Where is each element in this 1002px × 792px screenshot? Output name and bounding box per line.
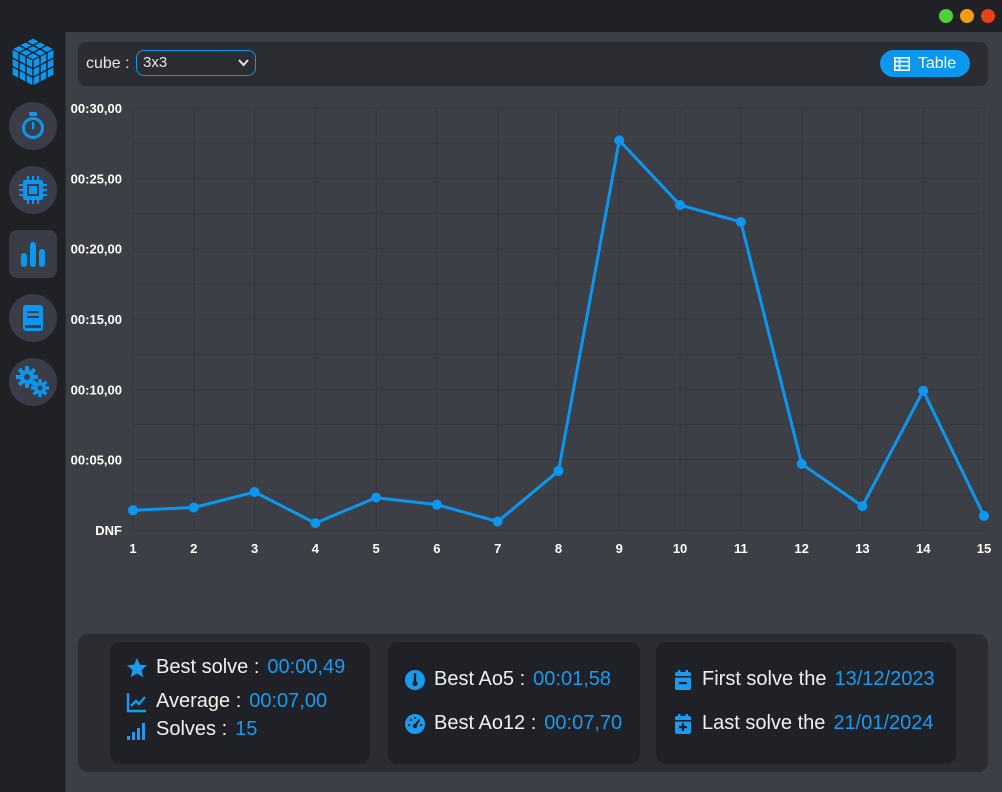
best-ao12-label: Best Ao12 : xyxy=(434,712,537,734)
timer-icon xyxy=(22,112,44,139)
maximize-button[interactable] xyxy=(960,9,974,23)
x-tick-label: 6 xyxy=(433,541,440,556)
x-tick-label: 12 xyxy=(794,541,808,556)
y-tick-label: 00:20,00 xyxy=(71,242,122,257)
y-tick-label: 00:10,00 xyxy=(71,382,122,397)
data-point xyxy=(553,465,564,476)
average-stats-card: Best Ao5 : 00:01,58 Best Ao12 : 00:07,70 xyxy=(388,642,640,764)
best-ao5-label: Best Ao5 : xyxy=(434,668,526,690)
x-tick-label: 5 xyxy=(373,541,380,556)
timer-nav-button[interactable] xyxy=(9,102,57,150)
x-tick-label: 9 xyxy=(616,541,623,556)
best-solve-label: Best solve : xyxy=(156,656,260,678)
stats-nav-button[interactable] xyxy=(9,230,57,278)
data-point xyxy=(128,505,138,516)
solve-times-chart: DNF 00:05,00 00:10,00 00:15,00 00:20,00 00:25… xyxy=(66,98,1002,598)
table-icon xyxy=(893,56,910,71)
calendar-minus-icon xyxy=(675,669,691,690)
first-solve-value: 13/12/2023 xyxy=(834,668,935,690)
y-tick-label: 00:05,00 xyxy=(71,453,122,468)
data-point xyxy=(431,499,442,510)
x-tick-label: 2 xyxy=(190,541,197,556)
chevron-down-icon xyxy=(238,51,249,83)
title-bar xyxy=(0,0,1002,32)
solve-stats-card: Best solve : 00:00,49 Average : 00:07,00 xyxy=(110,642,370,764)
cube-logo-icon[interactable] xyxy=(8,35,58,89)
dates-card: First solve the 13/12/2023 Last solve th… xyxy=(656,642,956,764)
solves-label: Solves : xyxy=(156,718,228,740)
cube-select[interactable]: 3x3 xyxy=(136,50,256,76)
y-tick-label: 00:30,00 xyxy=(71,101,122,116)
average-row: Average : 00:07,00 xyxy=(126,690,327,713)
calendar-plus-icon xyxy=(675,713,691,734)
cpu-icon xyxy=(19,176,47,204)
line-chart-icon xyxy=(126,692,146,712)
data-point xyxy=(371,492,382,503)
data-point xyxy=(918,385,929,396)
best-ao5-row: Best Ao5 : 00:01,58 xyxy=(404,668,611,691)
y-tick-label: DNF xyxy=(95,523,122,538)
first-solve-row: First solve the 13/12/2023 xyxy=(672,668,935,691)
x-tick-label: 10 xyxy=(673,541,687,556)
x-tick-label: 1 xyxy=(129,541,136,556)
y-tick-label: 00:15,00 xyxy=(71,312,122,327)
main-content: cube : 3x3 Table DNF 00:05,00 00:10,00 00:1… xyxy=(66,32,1002,792)
data-point xyxy=(614,135,625,146)
x-tick-label: 15 xyxy=(977,541,991,556)
star-icon xyxy=(127,657,147,677)
data-point xyxy=(249,487,260,498)
solves-value: 15 xyxy=(235,718,258,740)
x-tick-label: 8 xyxy=(555,541,562,556)
x-tick-label: 14 xyxy=(916,541,931,556)
best-ao5-value: 00:01,58 xyxy=(533,668,612,690)
x-tick-label: 13 xyxy=(855,541,869,556)
book-nav-button[interactable] xyxy=(9,294,57,342)
data-point xyxy=(310,518,321,529)
gears-icon xyxy=(16,366,49,397)
x-tick-label: 7 xyxy=(494,541,501,556)
cube-label: cube : xyxy=(86,55,130,72)
solves-row: Solves : 15 xyxy=(126,718,257,741)
cube-select-value: 3x3 xyxy=(143,54,168,71)
best-solve-value: 00:00,49 xyxy=(267,656,346,678)
close-button[interactable] xyxy=(981,9,995,23)
first-solve-label: First solve the xyxy=(702,668,827,690)
sidebar xyxy=(0,32,66,792)
settings-nav-button[interactable] xyxy=(9,358,57,406)
best-ao12-value: 00:07,70 xyxy=(544,712,623,734)
data-point xyxy=(675,200,686,211)
signal-icon xyxy=(127,722,145,740)
table-button-label: Table xyxy=(917,54,957,72)
best-ao12-row: Best Ao12 : 00:07,70 xyxy=(404,712,622,735)
last-solve-label: Last solve the xyxy=(702,712,826,734)
minimize-button[interactable] xyxy=(939,9,953,23)
average-label: Average : xyxy=(156,690,242,712)
line-chart: DNF 00:05,00 00:10,00 00:15,00 00:20,00 00:25… xyxy=(71,101,992,556)
last-solve-value: 21/01/2024 xyxy=(833,712,934,734)
x-tick-label: 11 xyxy=(734,541,748,556)
x-tick-label: 3 xyxy=(251,541,258,556)
best-solve-row: Best solve : 00:00,49 xyxy=(126,656,345,679)
y-tick-label: 00:25,00 xyxy=(71,171,122,186)
book-icon xyxy=(23,305,43,331)
toolbar: cube : 3x3 Table xyxy=(78,42,988,86)
data-point xyxy=(796,458,807,469)
average-value: 00:07,00 xyxy=(249,690,328,712)
data-point xyxy=(857,501,868,512)
data-point xyxy=(188,502,199,513)
last-solve-row: Last solve the 21/01/2024 xyxy=(672,712,934,735)
data-point xyxy=(492,516,503,527)
data-point xyxy=(979,510,989,521)
cpu-nav-button[interactable] xyxy=(9,166,57,214)
thermometer-icon xyxy=(405,669,425,690)
speedometer-icon xyxy=(405,713,425,734)
bar-chart-icon xyxy=(21,242,45,267)
table-button[interactable]: Table xyxy=(880,50,970,77)
x-tick-label: 4 xyxy=(312,541,320,556)
stats-panel: Best solve : 00:00,49 Average : 00:07,00 xyxy=(78,634,988,772)
data-point xyxy=(735,216,746,227)
